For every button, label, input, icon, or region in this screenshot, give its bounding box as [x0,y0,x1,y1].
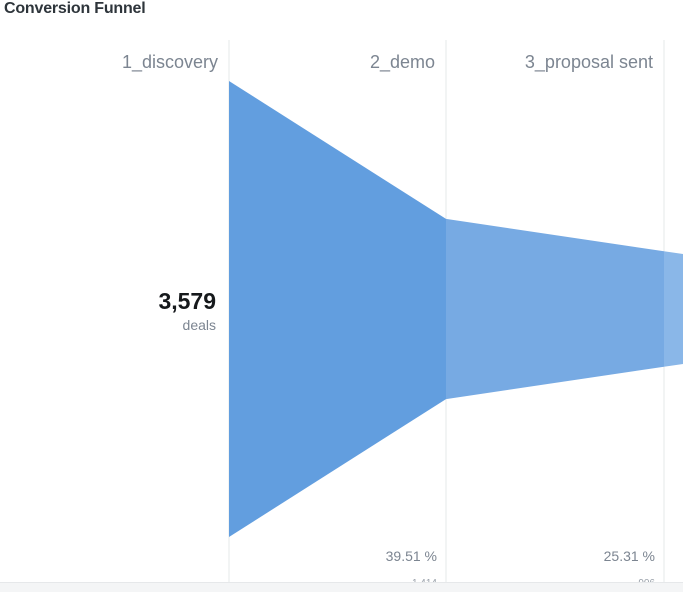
first-stage-unit: deals [183,317,216,333]
stage-percent-2: 39.51 % [386,548,437,564]
first-stage-value: 3,579 [158,288,216,314]
funnel-segment-3[interactable] [664,251,683,367]
funnel-segment-1[interactable] [229,81,446,537]
stage-label-2: 2_demo [370,52,435,73]
footer-bar [0,582,683,592]
funnel-labels: 1_discovery 2_demo 3_proposal sent 3,579 dea… [122,52,655,589]
funnel-segment-2[interactable] [446,218,664,400]
funnel-shapes [229,81,683,537]
stage-label-3: 3_proposal sent [525,52,653,73]
chart-title: Conversion Funnel [4,0,146,17]
stage-label-1: 1_discovery [122,52,218,73]
stage-percent-3: 25.31 % [604,548,655,564]
